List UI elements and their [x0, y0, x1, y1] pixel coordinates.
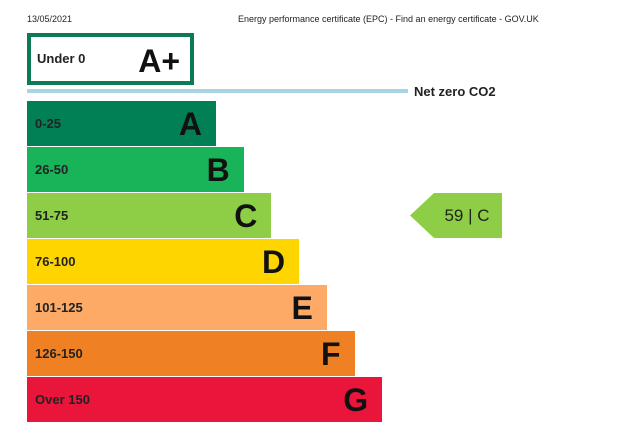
band: 101-125 E — [27, 285, 327, 330]
band-letter: D — [261, 244, 286, 280]
band-range: 0-25 — [35, 116, 62, 131]
band-letter: A+ — [138, 43, 180, 79]
band-range: Under 0 — [37, 51, 86, 66]
net-zero-label: Net zero CO2 — [414, 84, 496, 99]
band-letter: E — [291, 290, 313, 326]
band: Over 150 G — [27, 377, 383, 422]
band-letter: F — [320, 336, 341, 372]
band-letter: B — [206, 152, 230, 188]
band: 26-50 B — [27, 147, 244, 192]
band-range: Over 150 — [35, 392, 90, 407]
band-letter: G — [343, 382, 369, 418]
band-letter: C — [234, 198, 258, 234]
band-range: 26-50 — [35, 162, 69, 177]
page-title: Energy performance certificate (EPC) - F… — [238, 14, 539, 24]
band-range: 101-125 — [35, 300, 83, 315]
band-range: 51-75 — [35, 208, 69, 223]
band-letter: A — [178, 106, 202, 142]
current-rating-arrow: 59 | C — [410, 193, 502, 238]
band: 76-100 D — [27, 239, 300, 284]
band: 51-75 C — [27, 193, 272, 238]
date: 13/05/2021 — [27, 14, 73, 24]
band-range: 76-100 — [35, 254, 76, 269]
band: 0-25 A — [27, 101, 216, 146]
top-band: Under 0 A+ — [27, 33, 194, 85]
band: 126-150 F — [27, 331, 355, 376]
band-range: 126-150 — [35, 346, 83, 361]
net-zero-line — [27, 89, 408, 93]
current-rating: 59 | C — [444, 206, 490, 225]
